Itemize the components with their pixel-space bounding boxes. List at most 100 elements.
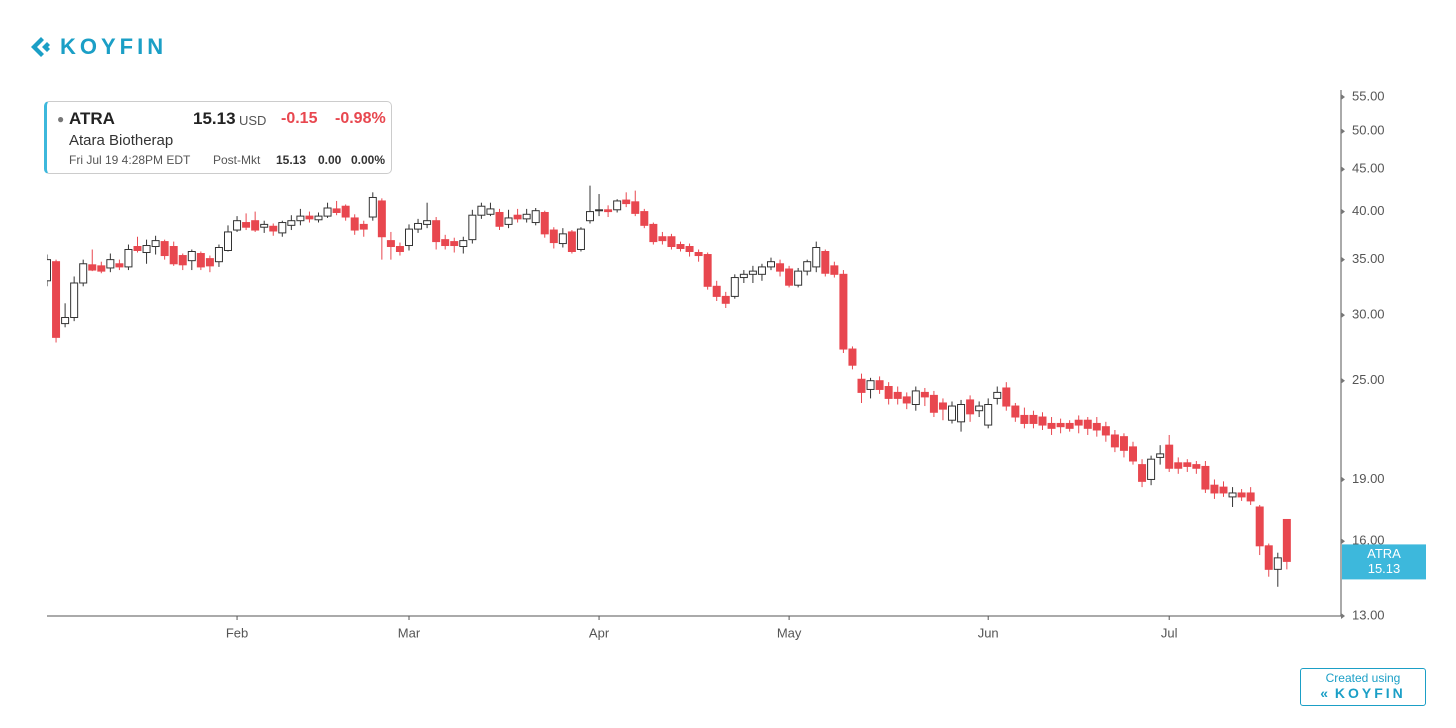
candle-body xyxy=(812,247,821,268)
candle-body xyxy=(70,282,79,319)
y-tick-label: 30.00 xyxy=(1352,307,1385,322)
candle-body xyxy=(341,205,350,218)
candle-body xyxy=(459,240,468,248)
candle-body xyxy=(106,259,115,269)
candle-body xyxy=(468,214,477,241)
candle-body xyxy=(260,223,269,228)
candle-body xyxy=(948,405,956,421)
y-tick-label: 35.00 xyxy=(1352,251,1385,266)
candle-body xyxy=(1273,557,1282,570)
candle-body xyxy=(1119,436,1128,451)
price: 15.13 xyxy=(193,109,236,128)
candle-body xyxy=(794,270,803,286)
footer-logo-text: KOYFIN xyxy=(1334,685,1406,701)
candle-body xyxy=(513,214,522,220)
candle-body xyxy=(595,209,604,212)
candle-body xyxy=(902,396,911,404)
quote-box: ● ATRA 15.13 USD -0.15 -0.98% Atara Biot… xyxy=(44,101,392,174)
candle-body xyxy=(1074,419,1083,426)
candle-body xyxy=(1228,492,1237,498)
y-tick xyxy=(1341,377,1345,384)
y-tick-label: 40.00 xyxy=(1352,203,1385,218)
candle-body xyxy=(414,222,423,230)
candle-body xyxy=(1101,426,1110,436)
post-price: 15.13 xyxy=(276,153,307,167)
candle-body xyxy=(1246,492,1255,502)
candle-body xyxy=(160,241,169,257)
logo-text: KOYFIN xyxy=(60,34,168,59)
candle-body xyxy=(441,239,450,247)
candle-body xyxy=(205,258,214,267)
candle-body xyxy=(1210,484,1219,494)
y-tick-label: 16.00 xyxy=(1352,533,1385,548)
candle-body xyxy=(1192,464,1201,469)
y-tick-label: 25.00 xyxy=(1352,372,1385,387)
candle-body xyxy=(486,208,495,215)
candle-body xyxy=(97,265,106,272)
x-tick-label: Jun xyxy=(978,625,999,640)
candle-body xyxy=(1147,458,1156,480)
created-using-button[interactable]: Created using « KOYFIN xyxy=(1300,668,1426,706)
candle-body xyxy=(685,246,694,253)
candle-body xyxy=(251,220,260,231)
candle-body xyxy=(712,285,721,297)
candle-body xyxy=(803,261,812,272)
candle-body xyxy=(531,210,540,224)
candle-body xyxy=(278,222,287,234)
candle-body xyxy=(622,199,631,205)
candle-body xyxy=(929,394,938,413)
candle-body xyxy=(1056,422,1065,428)
candle-body xyxy=(866,380,875,390)
post-change: 0.00 xyxy=(318,153,342,167)
candle-body xyxy=(640,211,649,226)
candle-body xyxy=(88,264,97,271)
candle-body xyxy=(142,245,151,254)
candle-body xyxy=(875,380,884,390)
candle-body xyxy=(821,251,830,274)
candle-body xyxy=(296,215,305,222)
candle-body xyxy=(169,246,178,265)
candle-body xyxy=(631,201,640,214)
candle-body xyxy=(423,220,432,225)
candle-body xyxy=(966,399,975,415)
chart: 13.00 16.00 19.00 25.00 30.00 35.00 40.00 45.00… xyxy=(47,88,1426,640)
created-text: Created using xyxy=(1325,671,1401,685)
logo-icon xyxy=(31,37,50,57)
candle-body xyxy=(178,255,187,266)
candle-body xyxy=(721,295,730,304)
dot: ● xyxy=(57,112,65,126)
candle-body xyxy=(432,220,441,243)
candle-body xyxy=(1038,416,1047,426)
y-tick-label: 50.00 xyxy=(1352,123,1385,138)
y-tick xyxy=(1341,128,1345,135)
candle-body xyxy=(47,259,51,282)
candle-body xyxy=(1065,422,1074,429)
candle-body xyxy=(151,240,160,248)
candle-body xyxy=(368,196,377,218)
x-tick-label: Feb xyxy=(226,625,248,640)
candle-body xyxy=(522,213,531,220)
candle-body xyxy=(893,391,902,399)
candle-body xyxy=(839,273,848,350)
candle-body xyxy=(1219,486,1228,494)
candle-body xyxy=(124,248,133,268)
candle-body xyxy=(1083,419,1092,429)
candle-body xyxy=(79,263,88,284)
candle-body xyxy=(957,404,966,423)
candle-body xyxy=(1264,545,1273,570)
logo[interactable]: KOYFIN xyxy=(30,34,167,60)
candle-body xyxy=(115,263,124,268)
y-tick xyxy=(1341,476,1345,483)
candle-body xyxy=(1255,506,1264,547)
candle-body xyxy=(52,261,61,338)
candle-body xyxy=(287,220,296,226)
time: Fri Jul 19 4:28PM EDT xyxy=(69,153,191,167)
candle-body xyxy=(848,348,857,366)
candle-body xyxy=(676,244,685,249)
x-tick-label: May xyxy=(777,625,802,640)
candle-body xyxy=(1201,465,1210,490)
y-tick xyxy=(1341,312,1345,319)
y-tick-label: 45.00 xyxy=(1352,161,1385,176)
candle-body xyxy=(61,317,70,325)
candle-body xyxy=(1047,422,1056,429)
